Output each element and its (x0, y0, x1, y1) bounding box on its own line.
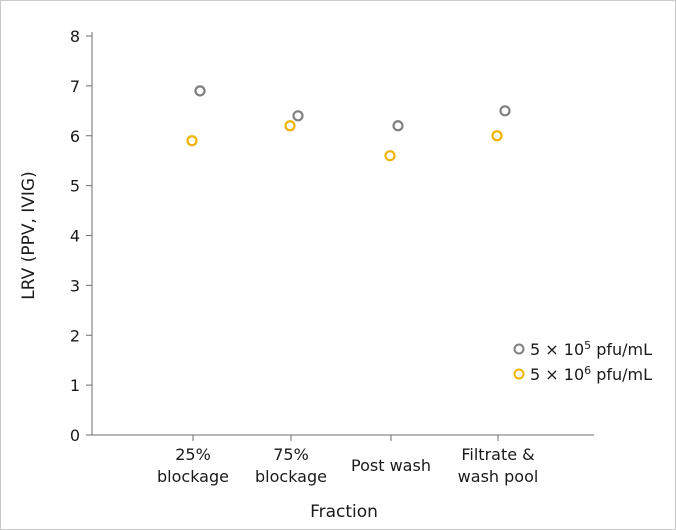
x-tick-label: Filtrate & (461, 445, 534, 464)
data-point (394, 121, 403, 130)
y-tick-label: 6 (70, 127, 80, 146)
legend-label-unit: pfu/mL (591, 340, 652, 359)
y-tick-label: 2 (70, 326, 80, 345)
data-point (188, 136, 197, 145)
y-tick-label: 8 (70, 27, 80, 46)
y-tick-label: 3 (70, 276, 80, 295)
legend-label: 5 × 105 pfu/mL (530, 339, 652, 359)
y-tick-label: 7 (70, 77, 80, 96)
data-point (501, 106, 510, 115)
legend-label-exponent: 5 (584, 339, 591, 352)
data-point (493, 131, 502, 140)
data-point (386, 151, 395, 160)
data-point (286, 121, 295, 130)
x-tick-label: 25% (175, 445, 211, 464)
y-axis-title: LRV (PPV, IVIG) (19, 171, 39, 299)
x-tick-label: blockage (157, 467, 229, 486)
legend-label-exponent: 6 (584, 364, 591, 377)
x-tick-label: Post wash (351, 456, 431, 475)
y-tick-label: 1 (70, 376, 80, 395)
legend-label-base: 5 × 10 (530, 365, 584, 384)
legend: 5 × 105 pfu/mL5 × 106 pfu/mL (515, 339, 653, 384)
data-points (188, 86, 510, 160)
y-tick-label: 4 (70, 227, 80, 246)
axes: 0 1 2 3 4 5 6 7 8 25% blockage 75% blockage Post wash… (70, 27, 594, 486)
x-tick-label: 75% (273, 445, 309, 464)
data-point (294, 111, 303, 120)
x-tick-label: blockage (255, 467, 327, 486)
y-tick-label: 5 (70, 177, 80, 196)
x-tick-label: wash pool (458, 467, 539, 486)
data-point (196, 86, 205, 95)
legend-label: 5 × 106 pfu/mL (530, 364, 652, 384)
x-axis-title: Fraction (310, 502, 378, 522)
y-tick-label: 0 (70, 426, 80, 445)
legend-marker (515, 345, 524, 354)
legend-label-unit: pfu/mL (591, 365, 652, 384)
legend-marker (515, 370, 524, 379)
legend-label-base: 5 × 10 (530, 340, 584, 359)
